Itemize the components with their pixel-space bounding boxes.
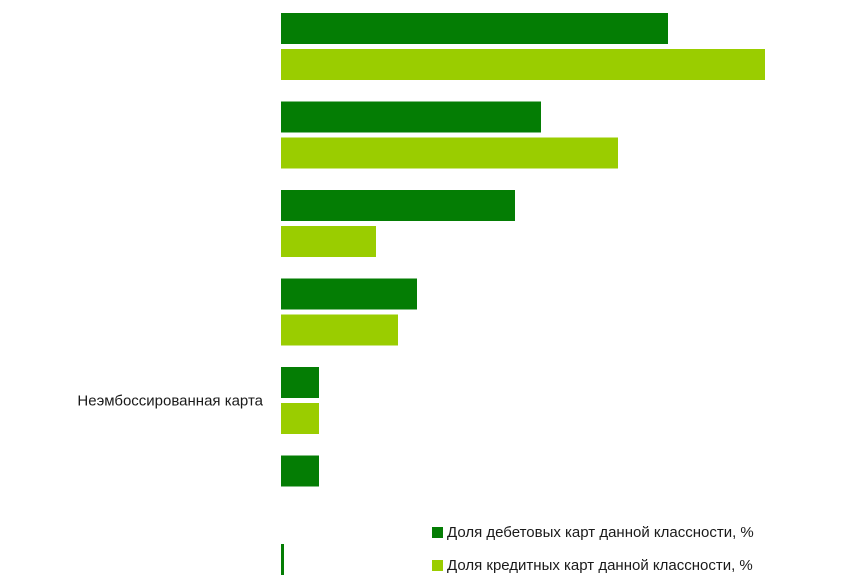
bar-debit-0 — [281, 13, 668, 44]
bar-credit-3 — [281, 314, 398, 346]
legend-label-credit: Доля кредитных карт данной классности, % — [447, 556, 753, 574]
bar-credit-1 — [281, 137, 618, 169]
legend: Доля дебетовых карт данной классности, %… — [432, 522, 754, 588]
bars — [281, 13, 765, 575]
bar-debit-3 — [281, 278, 417, 310]
legend-swatch-debit — [432, 526, 443, 538]
bar-debit-6 — [281, 544, 284, 575]
bar-credit-0 — [281, 49, 765, 80]
category-labels: Неэмбоссированная карта — [77, 393, 263, 410]
bar-debit-2 — [281, 190, 515, 221]
legend-label-debit: Доля дебетовых карт данной классности, % — [447, 523, 754, 541]
bar-debit-1 — [281, 101, 541, 133]
bar-debit-5 — [281, 455, 319, 487]
bar-credit-4 — [281, 403, 319, 434]
legend-item-credit: Доля кредитных карт данной классности, % — [432, 555, 754, 575]
category-label-4: Неэмбоссированная карта — [77, 393, 263, 410]
legend-item-debit: Доля дебетовых карт данной классности, % — [432, 522, 754, 542]
legend-swatch-credit — [432, 559, 443, 571]
bar-credit-2 — [281, 226, 376, 257]
bar-debit-4 — [281, 367, 319, 398]
